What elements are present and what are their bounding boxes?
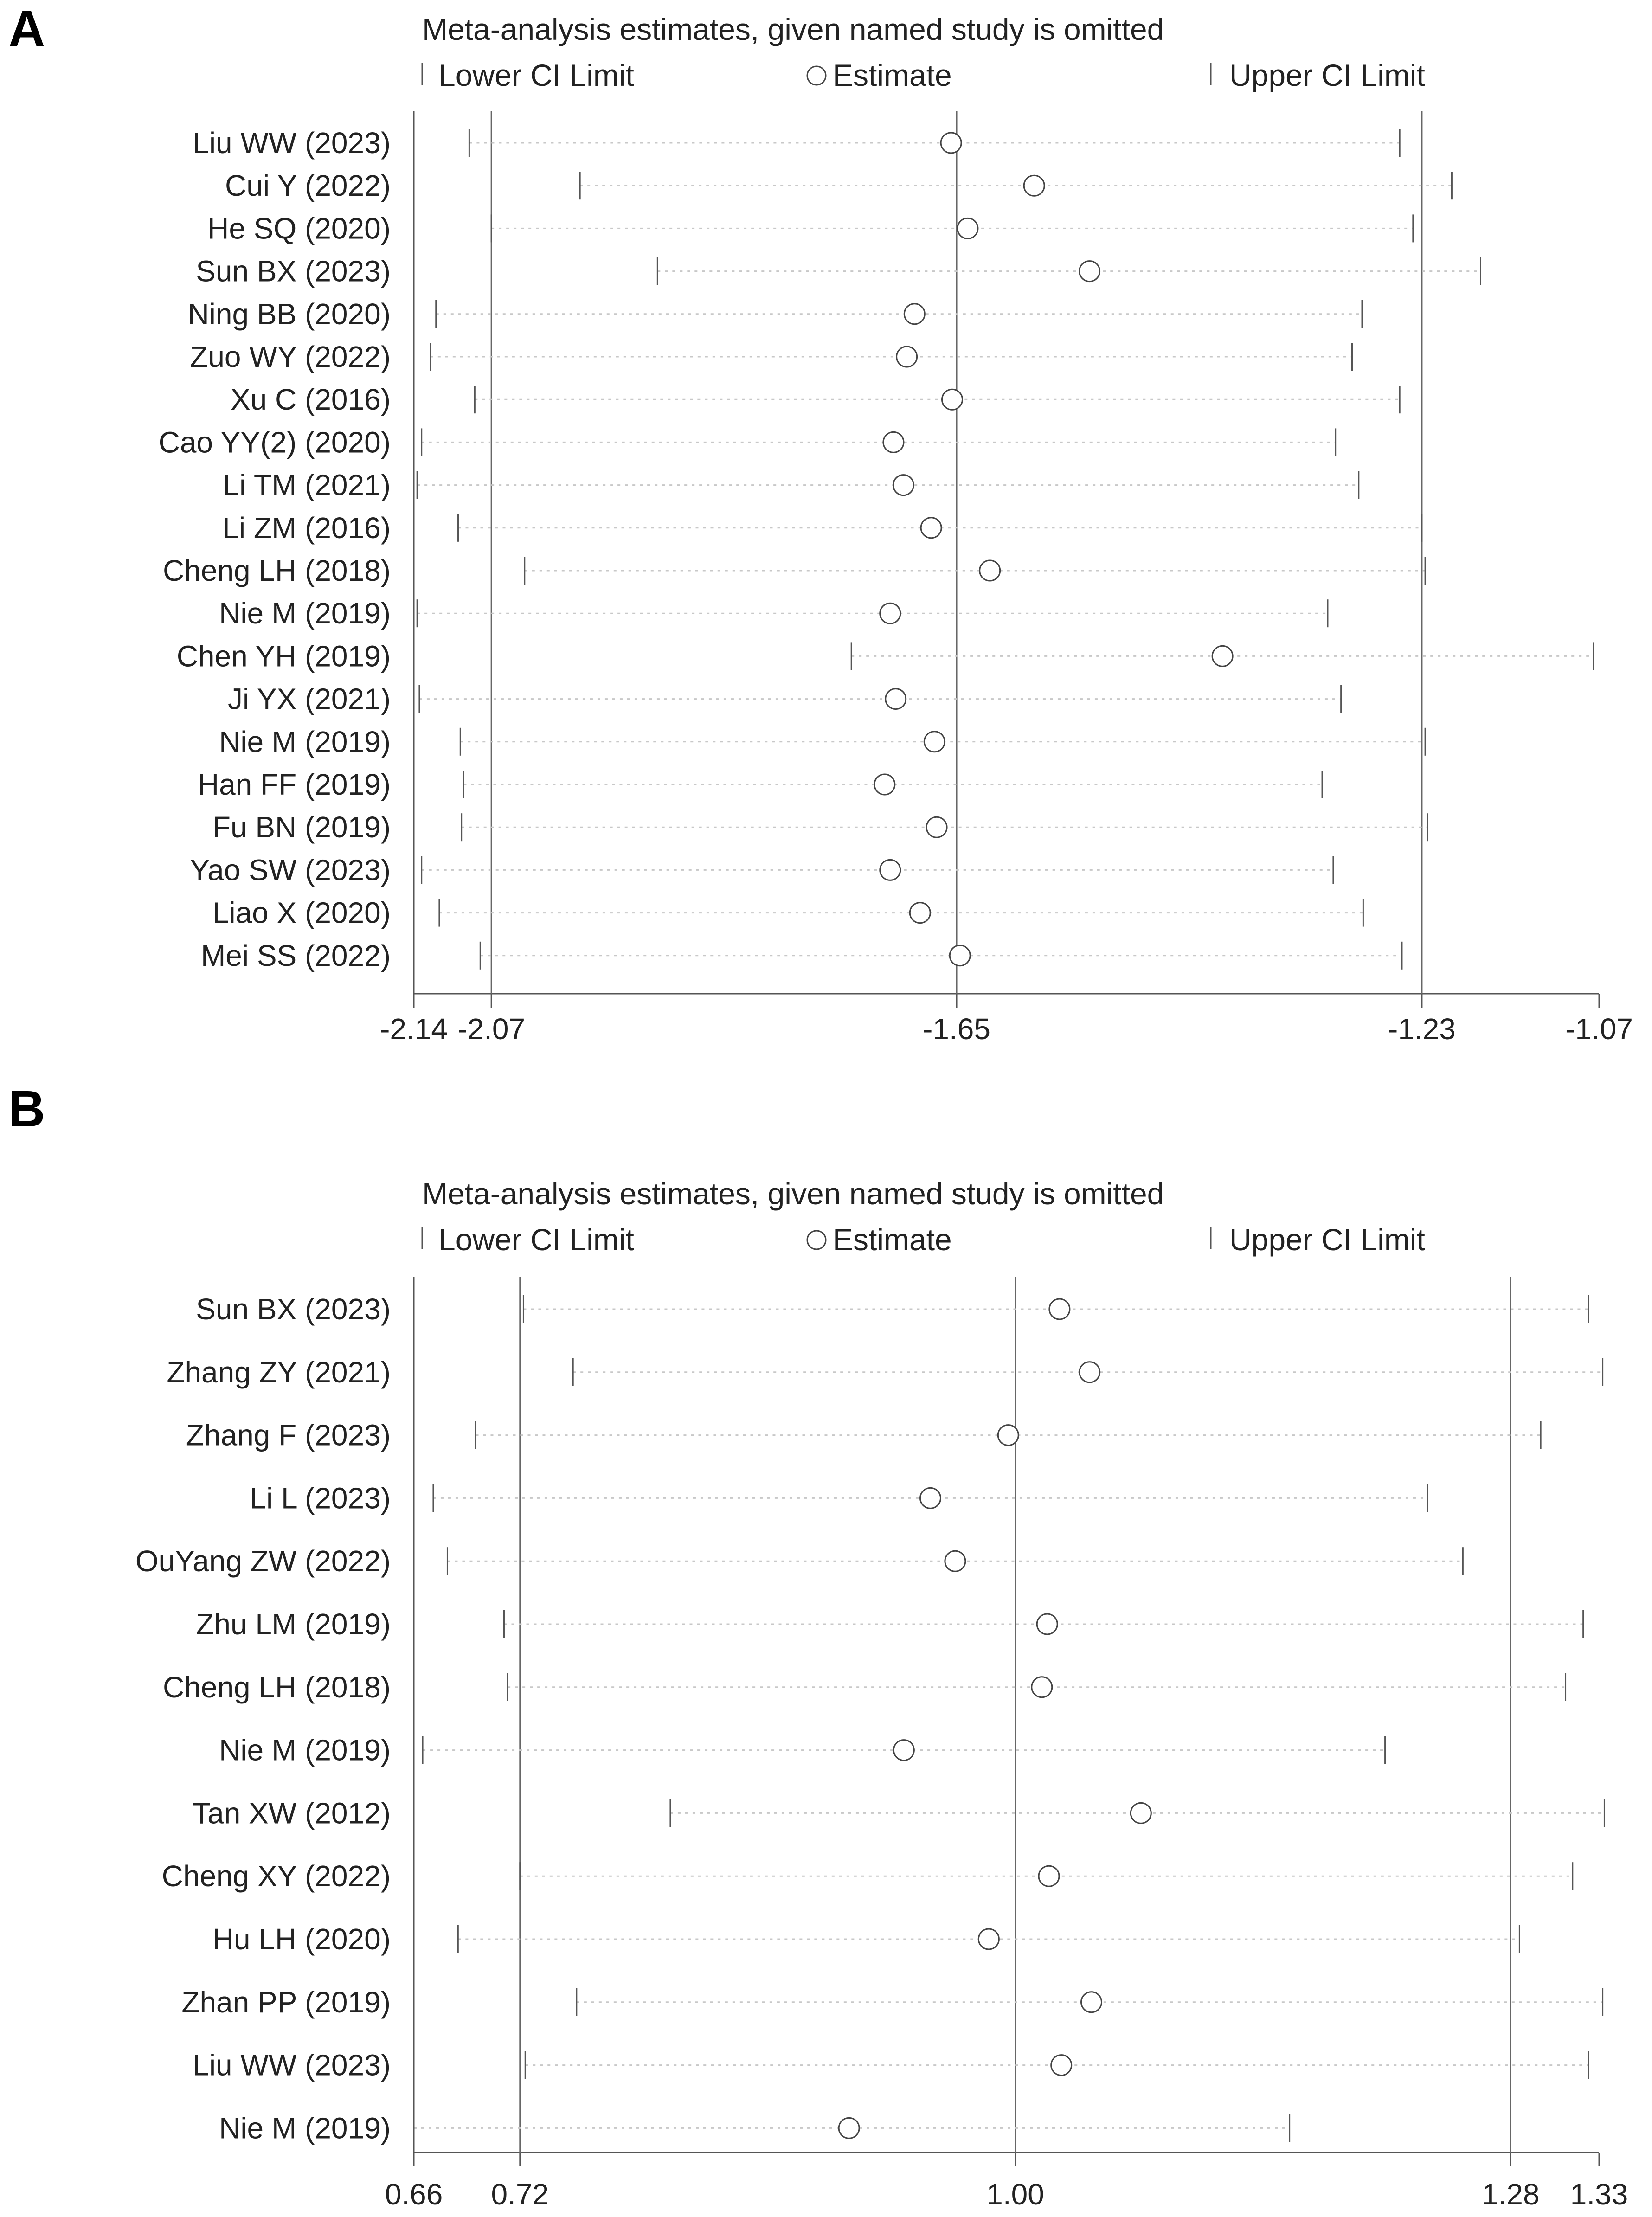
panel-a-study-label-15: Nie M (2019) — [219, 725, 391, 758]
panel-b-study-label-5: OuYang ZW (2022) — [135, 1544, 391, 1578]
panel-b-study-label-9: Tan XW (2012) — [193, 1796, 391, 1830]
panel-a-study-label-7: Xu C (2016) — [231, 383, 391, 416]
panel-b-estimate-point-3 — [997, 1424, 1019, 1446]
panel-a-legend-lower-label: Lower CI Limit — [438, 58, 634, 92]
panel-a-x-tick-label-3: -1.65 — [923, 1012, 990, 1046]
panel-b-letter: B — [8, 1080, 45, 1137]
panel-b-x-tick-label-4: 1.28 — [1482, 2178, 1540, 2211]
panel-b-study-label-11: Hu LH (2020) — [212, 1922, 391, 1956]
panel-a-estimate-point-8 — [882, 431, 905, 453]
panel-a-title: Meta-analysis estimates, given named stu… — [422, 12, 1164, 46]
panel-b-estimate-point-12 — [1080, 1991, 1103, 2013]
panel-b-study-label-10: Cheng XY (2022) — [162, 1859, 391, 1893]
panel-a-estimate-point-2 — [1023, 174, 1045, 197]
panel-b-study-label-6: Zhu LM (2019) — [196, 1607, 391, 1641]
panel-b-estimate-point-7 — [1031, 1676, 1053, 1698]
panel-a-estimate-point-12 — [879, 602, 901, 624]
panel-a-estimate-point-1 — [940, 132, 962, 154]
panel-a-x-tick-label-1: -2.14 — [380, 1012, 448, 1046]
panel-a-estimate-point-9 — [892, 474, 914, 496]
panel-a-estimate-point-11 — [979, 559, 1001, 582]
panel-b-estimate-point-14 — [838, 2117, 860, 2139]
panel-b-estimate-point-5 — [944, 1550, 966, 1572]
panel-b-estimate-point-13 — [1050, 2054, 1073, 2076]
panel-a-study-label-13: Chen YH (2019) — [177, 639, 391, 673]
panel-a-study-label-10: Li ZM (2016) — [222, 511, 391, 545]
panel-a-study-label-19: Liao X (2020) — [212, 896, 391, 930]
panel-a-estimate-point-17 — [926, 816, 948, 838]
panel-a-estimate-point-5 — [903, 303, 926, 325]
panel-a-study-label-11: Cheng LH (2018) — [163, 554, 391, 587]
panel-a-estimate-point-10 — [920, 517, 942, 539]
panel-b-estimate-point-11 — [977, 1928, 1000, 1950]
panel-a-estimate-point-20 — [949, 945, 971, 967]
panel-a-estimate-point-15 — [923, 731, 945, 753]
panel-a-study-label-3: He SQ (2020) — [207, 212, 391, 245]
panel-b-study-label-4: Li L (2023) — [250, 1481, 391, 1515]
panel-a-estimate-point-6 — [896, 346, 918, 368]
panel-a-estimate-point-18 — [879, 859, 901, 881]
panel-a-letter: A — [8, 0, 45, 58]
panel-b-estimate-point-2 — [1079, 1361, 1101, 1383]
panel-b-x-tick-label-2: 0.72 — [491, 2178, 549, 2211]
panel-b-legend-lower-label: Lower CI Limit — [438, 1222, 634, 1257]
panel-b-estimate-point-4 — [919, 1487, 942, 1509]
panel-a-estimate-point-16 — [874, 773, 896, 796]
panel-a-estimate-point-4 — [1079, 260, 1101, 283]
panel-a-study-label-17: Fu BN (2019) — [212, 810, 391, 844]
panel-a-x-tick-label-4: -1.23 — [1388, 1012, 1456, 1046]
panel-b-x-tick-label-1: 0.66 — [385, 2178, 443, 2211]
panel-a-estimate-point-13 — [1211, 645, 1234, 667]
panel-b-legend-estimate-marker — [806, 1230, 827, 1250]
panel-b-study-label-3: Zhang F (2023) — [186, 1419, 391, 1452]
panel-a-x-tick-label-2: -2.07 — [457, 1012, 525, 1046]
panel-a-estimate-point-19 — [909, 902, 931, 924]
panel-a-estimate-point-7 — [941, 388, 963, 411]
panel-a-study-label-9: Li TM (2021) — [223, 469, 391, 502]
panel-a-study-label-1: Liu WW (2023) — [193, 126, 391, 160]
panel-b-study-label-12: Zhan PP (2019) — [181, 1986, 391, 2019]
panel-a-x-tick-label-5: -1.07 — [1565, 1012, 1633, 1046]
panel-b-study-label-13: Liu WW (2023) — [193, 2049, 391, 2082]
panel-b-study-label-8: Nie M (2019) — [219, 1734, 391, 1767]
panel-b-study-label-14: Nie M (2019) — [219, 2111, 391, 2145]
panel-a-legend-estimate-label: Estimate — [833, 58, 952, 92]
panel-b-estimate-point-8 — [893, 1739, 915, 1761]
panel-a-legend-estimate-marker — [806, 65, 827, 86]
panel-b-estimate-point-10 — [1038, 1865, 1060, 1887]
panel-b-study-label-2: Zhang ZY (2021) — [167, 1356, 391, 1389]
panel-b-study-label-1: Sun BX (2023) — [196, 1292, 391, 1326]
panel-a-study-label-16: Han FF (2019) — [198, 768, 391, 801]
panel-a-study-label-8: Cao YY(2) (2020) — [159, 425, 391, 459]
panel-b-legend-estimate-label: Estimate — [833, 1222, 952, 1257]
panel-a-study-label-4: Sun BX (2023) — [196, 255, 391, 288]
panel-b-estimate-point-9 — [1130, 1802, 1152, 1824]
panel-a-study-label-14: Ji YX (2021) — [228, 682, 391, 716]
panel-b-x-tick-label-3: 1.00 — [986, 2178, 1044, 2211]
panel-a-study-label-18: Yao SW (2023) — [190, 853, 391, 887]
panel-a-study-label-2: Cui Y (2022) — [225, 169, 391, 202]
panel-b-x-tick-label-5: 1.33 — [1570, 2178, 1628, 2211]
panel-a-legend-upper-label: Upper CI Limit — [1229, 58, 1425, 92]
panel-a-study-label-5: Ning BB (2020) — [187, 297, 391, 331]
panel-a-study-label-20: Mei SS (2022) — [201, 939, 391, 972]
panel-b-title: Meta-analysis estimates, given named stu… — [422, 1176, 1164, 1211]
panel-a-estimate-point-14 — [885, 688, 907, 710]
panel-a-study-label-6: Zuo WY (2022) — [190, 340, 391, 373]
panel-b-estimate-point-6 — [1036, 1613, 1058, 1635]
panel-b-estimate-point-1 — [1048, 1298, 1071, 1320]
panel-b-study-label-7: Cheng LH (2018) — [163, 1671, 391, 1704]
panel-a-study-label-12: Nie M (2019) — [219, 597, 391, 630]
panel-b-legend-upper-label: Upper CI Limit — [1229, 1222, 1425, 1257]
panel-a-estimate-point-3 — [957, 217, 979, 239]
